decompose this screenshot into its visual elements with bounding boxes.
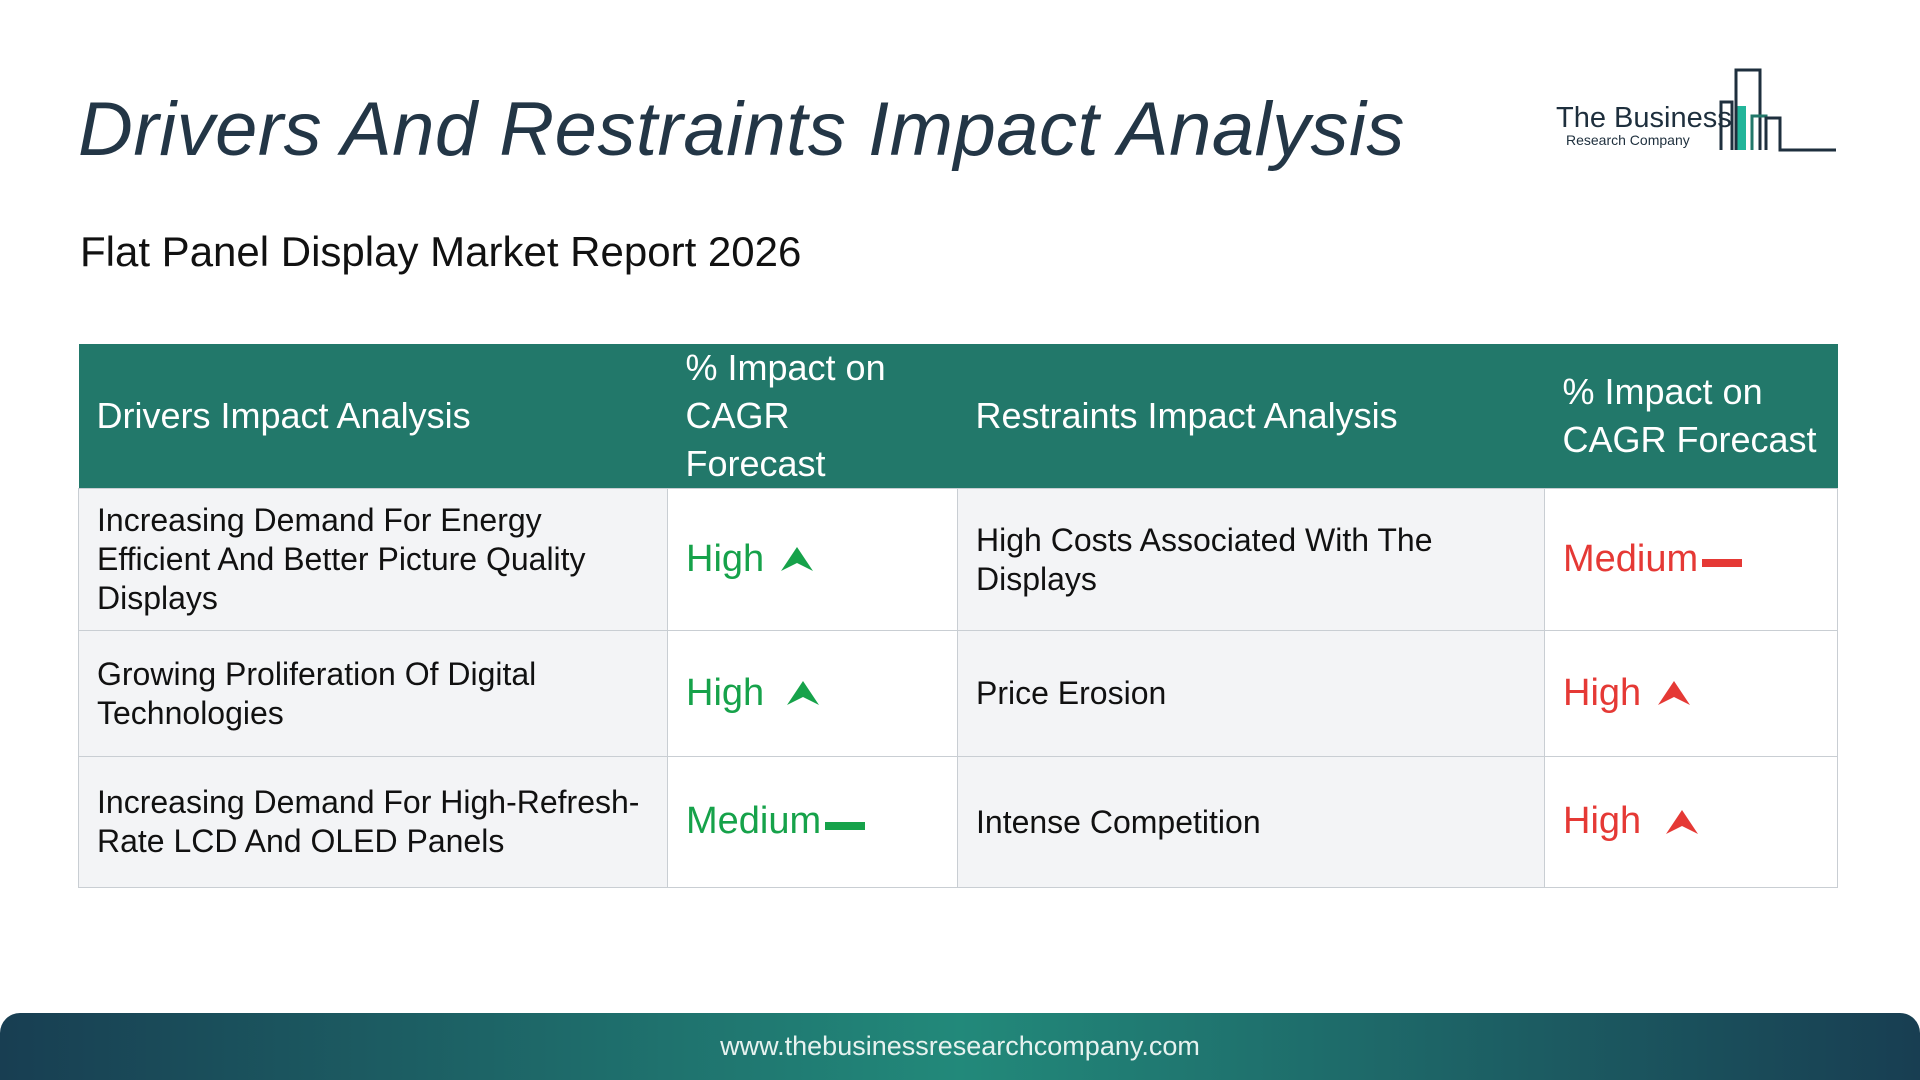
dash-icon (1702, 559, 1743, 567)
header-drivers-impact: % Impact on CAGR Forecast (667, 344, 958, 489)
restraint-impact-level: High (1563, 671, 1691, 714)
driver-text: Increasing Demand For Energy Efficient A… (78, 488, 668, 631)
driver-impact-cell: Medium (667, 756, 958, 888)
restraint-impact-label: High (1563, 800, 1642, 842)
company-logo: The Business Research Company (1552, 66, 1838, 156)
up-arrow-icon (1666, 809, 1699, 834)
restraint-impact-level: Medium (1563, 537, 1743, 580)
impact-table: Drivers Impact Analysis % Impact on CAGR… (78, 344, 1838, 888)
dash-icon (825, 821, 866, 830)
restraint-impact-cell: High (1544, 630, 1838, 757)
driver-text: Growing Proliferation Of Digital Technol… (78, 630, 668, 757)
header-drivers: Drivers Impact Analysis (78, 344, 668, 489)
header-restraints: Restraints Impact Analysis (957, 344, 1545, 489)
table-row: Increasing Demand For High-Refresh-Rate … (78, 756, 1838, 888)
up-arrow-icon (787, 681, 820, 705)
driver-impact-label: High (686, 671, 765, 714)
restraint-impact-label: High (1563, 671, 1642, 714)
restraint-impact-cell: Medium (1544, 488, 1838, 631)
table-header-row: Drivers Impact Analysis % Impact on CAGR… (78, 344, 1838, 489)
restraint-text: Intense Competition (957, 756, 1545, 888)
footer-url-link[interactable]: www.thebusinessresearchcompany.com (720, 1031, 1200, 1061)
driver-impact-level: Medium (686, 800, 866, 842)
header-restraints-impact: % Impact on CAGR Forecast (1544, 344, 1838, 489)
restraint-text: Price Erosion (957, 630, 1545, 757)
page-title: Drivers And Restraints Impact Analysis (78, 87, 1405, 172)
driver-impact-level: High (686, 537, 814, 580)
table-row: Increasing Demand For Energy Efficient A… (78, 488, 1838, 631)
driver-impact-label: High (686, 537, 765, 580)
driver-impact-label: Medium (686, 800, 822, 842)
up-arrow-icon (1658, 681, 1691, 705)
bar-chart-buildings-icon (1719, 68, 1836, 152)
report-subtitle: Flat Panel Display Market Report 2026 (80, 228, 802, 275)
driver-impact-level: High (686, 671, 820, 714)
logo-text-secondary: Research Company (1566, 132, 1690, 148)
restraint-impact-label: Medium (1563, 537, 1699, 580)
driver-impact-cell: High (667, 488, 958, 631)
restraint-text: High Costs Associated With The Displays (957, 488, 1545, 631)
up-arrow-icon (781, 547, 814, 571)
restraint-impact-cell: High (1544, 756, 1838, 888)
logo-text-primary: The Business (1556, 102, 1732, 134)
driver-impact-cell: High (667, 630, 958, 757)
table-row: Growing Proliferation Of Digital Technol… (78, 630, 1838, 757)
footer-bar: www.thebusinessresearchcompany.com (0, 1013, 1920, 1080)
restraint-impact-level: High (1563, 802, 1699, 841)
driver-text: Increasing Demand For High-Refresh-Rate … (78, 756, 668, 888)
